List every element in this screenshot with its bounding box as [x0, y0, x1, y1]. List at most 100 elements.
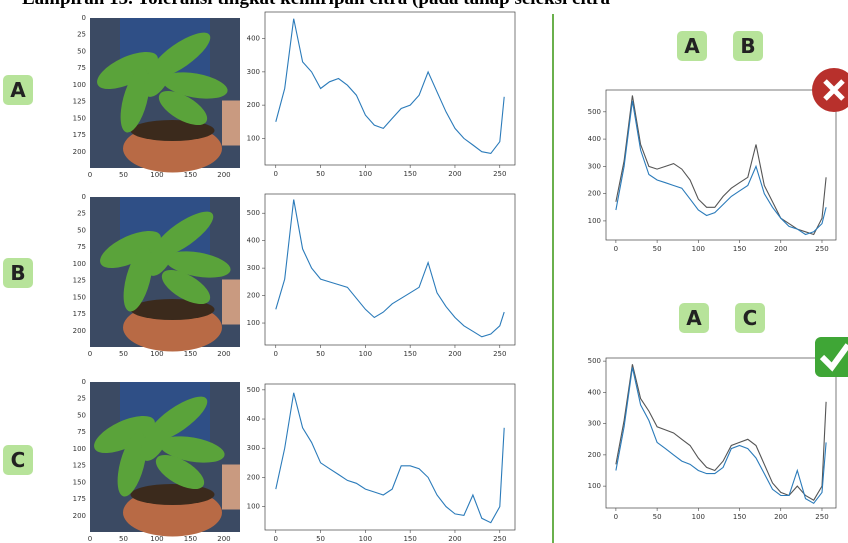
x-tick-label: 250 [493, 535, 506, 543]
label-badge [3, 75, 33, 105]
y-tick-label: 300 [588, 162, 601, 170]
y-tick-label: 200 [73, 148, 86, 156]
plot-frame [605, 357, 837, 509]
photo-leaf [165, 251, 231, 278]
y-tick-label: 100 [247, 134, 260, 142]
y-tick-label: 200 [588, 451, 601, 459]
x-tick-label: 100 [359, 350, 372, 358]
y-tick-label: 25 [77, 31, 86, 39]
y-tick-label: 100 [588, 217, 601, 225]
photo-leaf [120, 68, 150, 133]
x-tick-label: 250 [493, 350, 506, 358]
histogram-line [615, 95, 827, 236]
x-tick-label: 250 [815, 245, 828, 253]
y-tick-label: 200 [73, 512, 86, 520]
x-tick-label: 200 [448, 170, 461, 178]
x-tick-label: 100 [150, 535, 163, 543]
photo [90, 382, 240, 537]
x-tick-label: 0 [614, 245, 618, 253]
photo-leaf [140, 423, 169, 461]
x-tick-label: 150 [403, 170, 416, 178]
x-tick-label: 150 [184, 171, 197, 179]
y-tick-label: 0 [82, 14, 86, 22]
x-tick-label: 200 [774, 245, 787, 253]
x-tick-label: 150 [733, 245, 746, 253]
accept-check [819, 343, 848, 372]
x-tick-label: 0 [88, 171, 92, 179]
y-tick-label: 500 [247, 386, 260, 394]
x-tick-label: 150 [403, 350, 416, 358]
x-tick-label: 50 [653, 513, 662, 521]
x-tick-label: 100 [359, 535, 372, 543]
y-tick-label: 500 [588, 357, 601, 365]
y-tick-label: 125 [73, 98, 86, 106]
y-tick-label: 300 [247, 264, 260, 272]
photo-leaf [159, 436, 225, 463]
panel-label: A [686, 306, 702, 330]
photo-leaf [161, 269, 211, 305]
x-tick-label: 0 [274, 535, 278, 543]
x-tick-label: 100 [692, 513, 705, 521]
y-tick-label: 175 [73, 495, 86, 503]
y-tick-label: 75 [77, 428, 86, 436]
x-tick-label: 50 [316, 350, 325, 358]
y-tick-label: 200 [247, 292, 260, 300]
y-tick-label: 50 [77, 47, 86, 55]
label-badge [735, 303, 765, 333]
y-tick-label: 500 [247, 209, 260, 217]
x-tick-label: 50 [316, 170, 325, 178]
histogram-line [615, 100, 827, 236]
x-tick-label: 0 [614, 513, 618, 521]
y-tick-label: 400 [247, 237, 260, 245]
histogram-line [275, 18, 505, 155]
photo-hand [222, 100, 240, 146]
panel-label: A [684, 34, 700, 58]
photo-leaf [123, 247, 153, 312]
photo-soil [130, 299, 215, 320]
x-tick-label: 200 [217, 535, 230, 543]
histogram-line [615, 367, 827, 505]
x-tick-label: 50 [653, 245, 662, 253]
x-tick-label: 50 [119, 350, 128, 358]
y-tick-label: 175 [73, 310, 86, 318]
y-tick-label: 100 [73, 445, 86, 453]
y-tick-label: 300 [247, 444, 260, 452]
panel-label: C [11, 448, 26, 472]
plot-frame [605, 89, 837, 241]
x-tick-label: 100 [150, 171, 163, 179]
y-tick-label: 100 [247, 319, 260, 327]
x-tick-label: 150 [403, 535, 416, 543]
x-tick-label: 0 [274, 170, 278, 178]
y-tick-label: 75 [77, 243, 86, 251]
y-tick-label: 400 [247, 415, 260, 423]
x-tick-label: 150 [733, 513, 746, 521]
photo-leaf [162, 72, 228, 99]
y-tick-label: 300 [247, 68, 260, 76]
panel-label: B [740, 34, 755, 58]
x-tick-label: 50 [119, 171, 128, 179]
y-tick-label: 200 [588, 190, 601, 198]
label-badge [3, 258, 33, 288]
x-tick-label: 100 [150, 350, 163, 358]
x-tick-label: 150 [184, 535, 197, 543]
photo [90, 197, 240, 352]
panel-label: B [10, 261, 25, 285]
photo-leaf [155, 454, 205, 490]
y-tick-label: 0 [82, 378, 86, 386]
y-tick-label: 400 [588, 135, 601, 143]
photo-soil [130, 484, 215, 505]
photo-hand [222, 464, 240, 510]
x-tick-label: 0 [88, 535, 92, 543]
reject-icon [812, 68, 848, 112]
photo-leaf [117, 432, 147, 497]
plot-frame [264, 193, 516, 346]
photo-leaf [97, 51, 158, 90]
y-tick-label: 50 [77, 411, 86, 419]
y-tick-label: 200 [73, 327, 86, 335]
y-tick-label: 300 [588, 420, 601, 428]
y-tick-label: 100 [247, 503, 260, 511]
y-tick-label: 200 [247, 473, 260, 481]
y-tick-label: 25 [77, 210, 86, 218]
